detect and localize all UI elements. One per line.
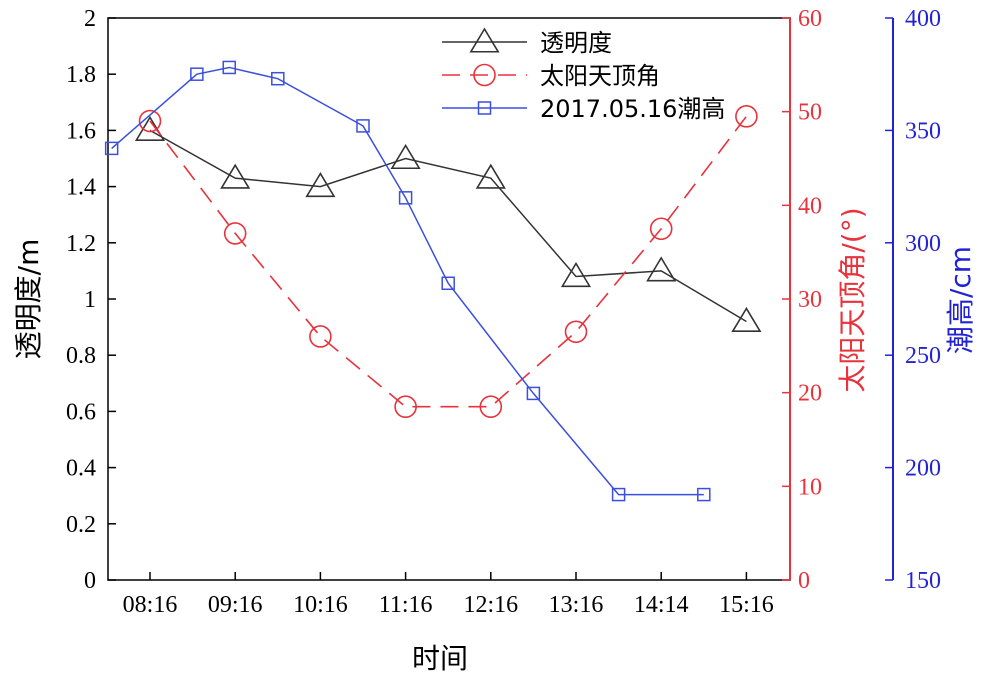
- data-point-0: [220, 163, 251, 189]
- data-point-2: [398, 191, 413, 205]
- blue-axis-tick-label: 350: [905, 118, 941, 144]
- x-tick-label: 15:16: [719, 592, 774, 618]
- left-axis-tick-label: 0.2: [66, 512, 96, 538]
- legend-label: 透明度: [540, 29, 612, 57]
- x-tick-label: 14:14: [634, 592, 689, 618]
- x-tick-label: 13:16: [549, 592, 604, 618]
- data-point-1: [564, 320, 588, 344]
- data-point-1: [223, 222, 247, 245]
- left-axis-tick-label: 0.4: [66, 456, 96, 482]
- legend-label: 2017.05.16潮高: [540, 95, 725, 123]
- left-axis-tick-label: 0.8: [66, 343, 96, 369]
- x-tick-label: 09:16: [208, 592, 263, 618]
- red-axis-tick-label: 10: [798, 474, 822, 500]
- data-point-1: [394, 395, 417, 419]
- data-point-0: [475, 163, 506, 189]
- data-point-2: [441, 276, 455, 291]
- data-point-1: [735, 105, 758, 128]
- data-point-0: [305, 172, 336, 198]
- legend-marker: [477, 101, 492, 115]
- red-axis-title: 太阳天顶角/(°): [836, 207, 869, 392]
- series-layer: [104, 60, 762, 502]
- blue-axis-tick-label: 250: [905, 343, 941, 369]
- red-axis-tick-label: 60: [798, 6, 822, 32]
- data-point-0: [560, 261, 592, 288]
- x-axis-title: 时间: [412, 642, 468, 675]
- red-axis-tick-label: 30: [798, 287, 822, 313]
- blue-axis-tick-label: 300: [905, 231, 941, 257]
- data-point-1: [138, 109, 162, 133]
- data-point-2: [356, 119, 370, 133]
- left-axis-tick-label: 0.6: [66, 399, 96, 425]
- data-point-2: [104, 141, 119, 156]
- series-line-0: [149, 129, 747, 323]
- x-tick-label: 08:16: [123, 592, 178, 618]
- data-point-0: [134, 115, 166, 141]
- data-point-1: [649, 217, 673, 241]
- blue-axis-tick-label: 150: [905, 568, 941, 594]
- left-axis-tick-label: 1.8: [66, 62, 96, 88]
- data-point-1: [479, 395, 503, 419]
- blue-axis-tick-label: 200: [905, 456, 941, 482]
- legend-label: 太阳天顶角: [540, 62, 660, 90]
- data-point-2: [526, 386, 541, 401]
- data-point-0: [731, 306, 762, 333]
- data-point-0: [390, 143, 421, 170]
- series-line-1: [149, 115, 748, 408]
- data-point-0: [646, 256, 677, 282]
- data-point-2: [271, 71, 285, 86]
- left-axis-tick-label: 1.6: [66, 118, 96, 144]
- red-axis-tick-label: 40: [798, 193, 822, 219]
- left-axis-tick-label: 2: [84, 6, 96, 32]
- axes-layer: 08:16 09:16 10:16 11:16 12:16 13:16 14:14 15:16…: [12, 6, 977, 618]
- x-tick-label: 11:16: [379, 592, 433, 618]
- blue-axis-title: 潮高/cm: [944, 246, 977, 354]
- x-tick-label: 10:16: [293, 592, 348, 618]
- legend-marker: [473, 63, 496, 87]
- red-axis-tick-label: 50: [798, 100, 822, 126]
- data-point-2: [222, 60, 236, 75]
- left-axis-tick-label: 0: [84, 568, 96, 594]
- red-axis-tick-label: 20: [798, 381, 822, 407]
- left-axis-tick-label: 1.2: [66, 231, 96, 257]
- data-point-1: [309, 325, 332, 348]
- red-axis-tick-label: 0: [798, 568, 810, 594]
- left-axis-tick-label: 1.4: [66, 175, 96, 201]
- data-point-2: [611, 487, 626, 502]
- data-point-2: [190, 67, 204, 81]
- legend-marker: [469, 27, 500, 53]
- series-line-2: [111, 66, 704, 496]
- x-tick-label: 12:16: [463, 592, 518, 618]
- left-axis-title: 透明度/m: [12, 239, 45, 360]
- left-axis-tick-label: 1: [84, 287, 96, 313]
- data-point-2: [697, 487, 711, 502]
- blue-axis-tick-label: 400: [905, 6, 941, 32]
